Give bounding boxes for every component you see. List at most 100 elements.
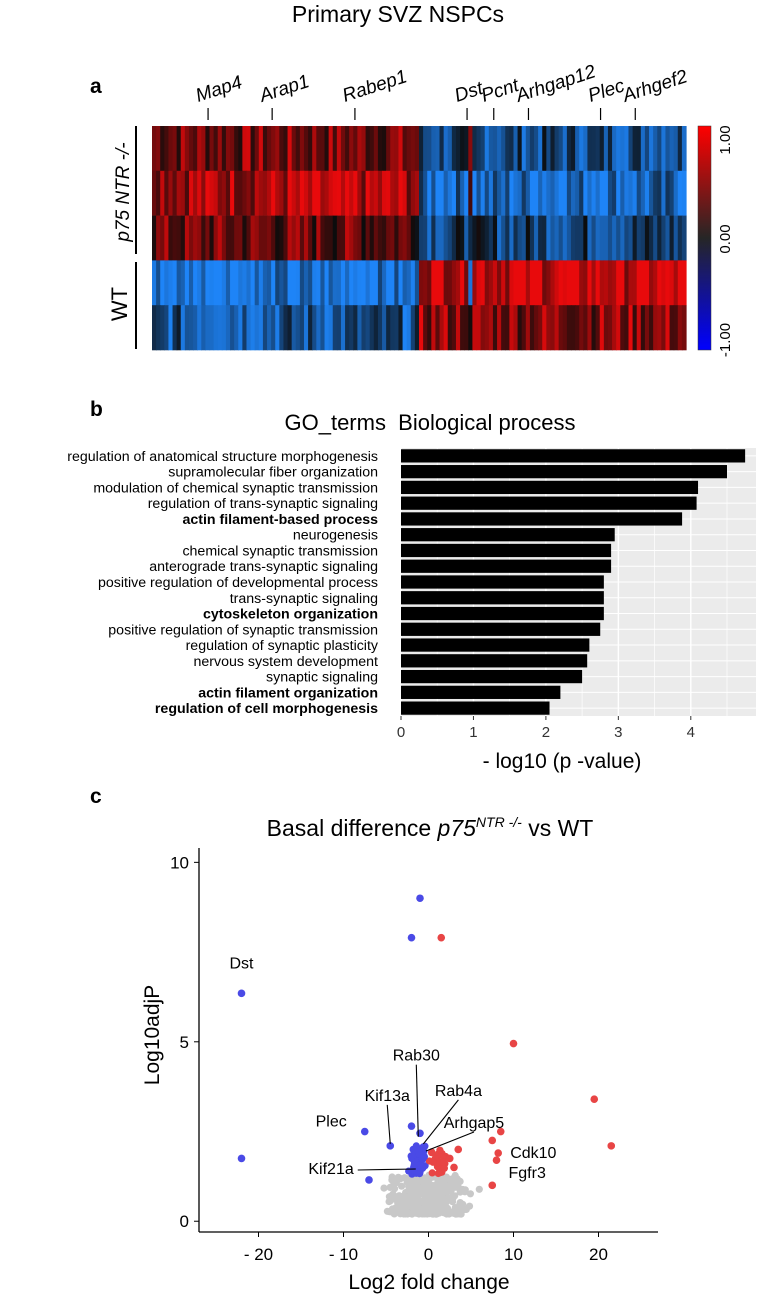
heatmap-cell bbox=[534, 126, 539, 172]
heatmap-cell bbox=[620, 260, 625, 306]
group-label-wt: WT bbox=[107, 287, 132, 321]
heatmap-cell bbox=[184, 260, 190, 306]
heatmap-cell bbox=[451, 215, 457, 261]
heatmap-cell bbox=[677, 260, 683, 306]
volcano-point-up bbox=[492, 1156, 501, 1165]
heatmap-cell bbox=[484, 305, 490, 351]
volcano-point bbox=[406, 1179, 415, 1187]
heatmap-cell bbox=[410, 215, 416, 261]
heatmap-cell bbox=[295, 260, 301, 306]
heatmap-cell bbox=[262, 126, 268, 172]
heatmap-cell bbox=[681, 126, 687, 172]
heatmap-cell bbox=[275, 305, 280, 351]
heatmap-cell bbox=[513, 170, 519, 216]
go-category-label: actin filament-based process bbox=[182, 512, 378, 528]
colorbar-tick-top: 1.00 bbox=[717, 125, 734, 154]
heatmap-cell bbox=[324, 260, 330, 306]
heatmap-cell bbox=[340, 126, 346, 172]
go-bar bbox=[401, 512, 683, 526]
volcano-y-tick-label: 10 bbox=[170, 853, 189, 872]
heatmap-cell bbox=[332, 126, 338, 172]
go-bar bbox=[401, 465, 728, 479]
heatmap-cell bbox=[336, 126, 342, 172]
heatmap-cell bbox=[373, 260, 379, 306]
heatmap-cell bbox=[390, 260, 395, 306]
group-label-p75: p75 NTR -/- bbox=[113, 142, 134, 242]
heatmap-cell bbox=[476, 170, 482, 216]
heatmap-cell bbox=[431, 170, 437, 216]
heatmap-cell bbox=[164, 215, 170, 261]
heatmap-cell bbox=[238, 305, 243, 351]
heatmap-cell bbox=[681, 170, 687, 216]
heatmap-cell bbox=[176, 305, 182, 351]
heatmap-cell bbox=[501, 170, 506, 216]
heatmap-cell bbox=[529, 260, 535, 306]
heatmap-cell bbox=[332, 260, 338, 306]
heatmap-cell bbox=[595, 170, 601, 216]
heatmap-cell bbox=[291, 305, 297, 351]
heatmap-cell bbox=[455, 305, 461, 351]
heatmap-cell bbox=[242, 215, 248, 261]
heatmap-cell bbox=[308, 170, 313, 216]
heatmap-cell bbox=[534, 215, 539, 261]
heatmap-cell bbox=[254, 305, 260, 351]
heatmap-cell bbox=[246, 170, 252, 216]
heatmap-cell bbox=[234, 215, 239, 261]
heatmap-cell bbox=[267, 170, 272, 216]
heatmap-cell bbox=[382, 215, 387, 261]
heatmap-cell bbox=[455, 260, 461, 306]
heatmap-cell bbox=[644, 305, 650, 351]
heatmap-cell bbox=[386, 215, 391, 261]
heatmap-cell bbox=[209, 215, 215, 261]
heatmap-cell bbox=[386, 260, 391, 306]
heatmap-cell bbox=[673, 305, 679, 351]
heatmap-cell bbox=[505, 126, 510, 172]
go-category-label: regulation of cell morphogenesis bbox=[155, 701, 378, 717]
heatmap-cell bbox=[394, 215, 400, 261]
heatmap-cell bbox=[620, 305, 625, 351]
heatmap-cell bbox=[587, 170, 593, 216]
heatmap-cell bbox=[225, 126, 231, 172]
heatmap-cell bbox=[636, 260, 642, 306]
heatmap-cell bbox=[349, 170, 354, 216]
gene-label: Arhgap12 bbox=[513, 61, 599, 107]
volcano-point bbox=[427, 1191, 435, 1199]
heatmap-cell bbox=[480, 170, 486, 216]
go-category-label: positive regulation of developmental pro… bbox=[98, 575, 378, 591]
heatmap-cell bbox=[431, 305, 437, 351]
heatmap-cell bbox=[620, 215, 625, 261]
gene-callout-line bbox=[415, 1064, 419, 1137]
heatmap-cell bbox=[657, 126, 662, 172]
heatmap-cell bbox=[201, 170, 206, 216]
panel-a: a Map4 Arap1 Rabep1 DstPcntArhgap12PlecArhg… bbox=[90, 61, 734, 357]
go-category-label: nervous system development bbox=[193, 654, 378, 670]
heatmap-cell bbox=[423, 126, 428, 172]
heatmap-cell bbox=[566, 126, 572, 172]
heatmap-cell bbox=[624, 260, 630, 306]
heatmap-cell bbox=[451, 305, 457, 351]
volcano-point bbox=[416, 1170, 424, 1178]
heatmap-cell bbox=[275, 215, 280, 261]
heatmap-cell bbox=[587, 215, 593, 261]
heatmap-cell bbox=[468, 170, 473, 216]
heatmap-cell bbox=[591, 305, 597, 351]
volcano-x-tick-label: - 10 bbox=[329, 1245, 358, 1264]
heatmap-cell bbox=[644, 215, 650, 261]
heatmap-cell bbox=[620, 126, 625, 172]
volcano-point bbox=[451, 1171, 459, 1180]
heatmap-cell bbox=[447, 260, 453, 306]
heatmap-cell bbox=[340, 215, 346, 261]
heatmap-cell bbox=[542, 126, 547, 172]
heatmap-cell bbox=[164, 305, 170, 351]
heatmap-cell bbox=[386, 305, 391, 351]
volcano-point-down bbox=[416, 1129, 424, 1138]
heatmap-cell bbox=[599, 126, 605, 172]
heatmap-cell bbox=[607, 305, 613, 351]
heatmap-cell bbox=[152, 170, 157, 216]
gene-label: Arap1 bbox=[256, 71, 312, 107]
heatmap-cell bbox=[492, 260, 498, 306]
heatmap-cell bbox=[497, 260, 502, 306]
heatmap-cell bbox=[628, 215, 634, 261]
heatmap-cell bbox=[472, 260, 478, 306]
heatmap-cell bbox=[365, 305, 371, 351]
